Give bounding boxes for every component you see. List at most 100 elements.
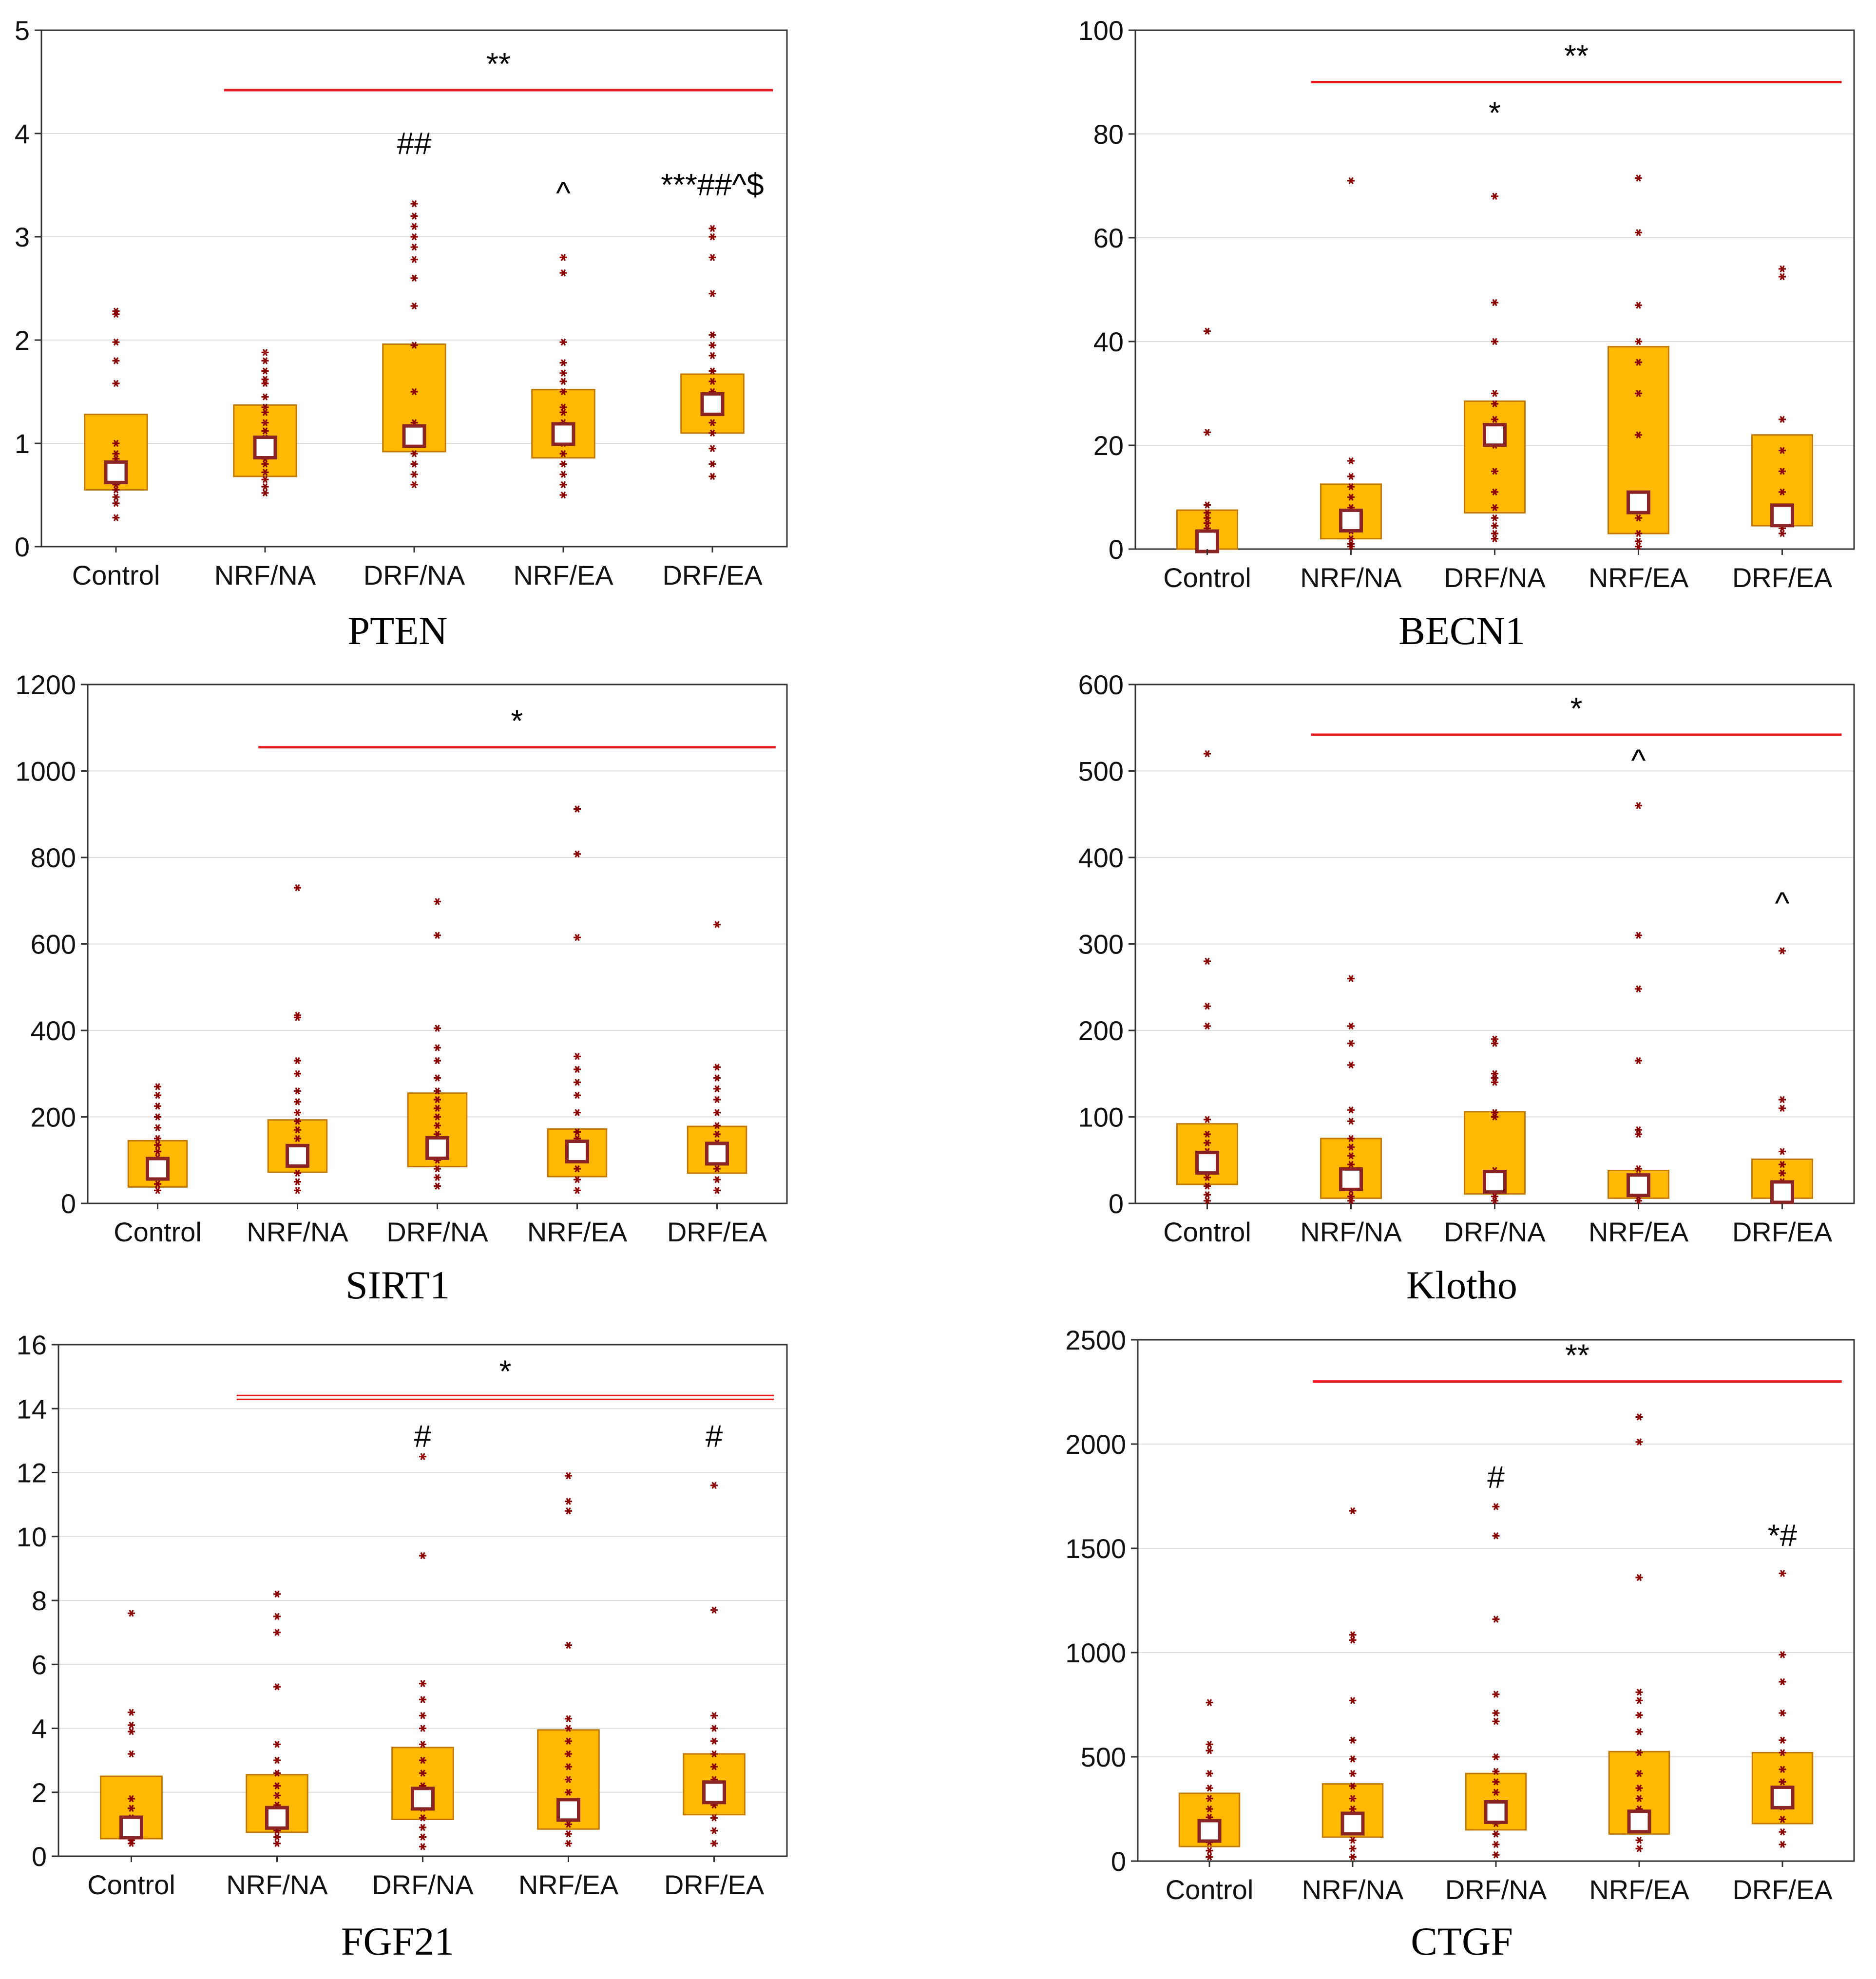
data-point	[1635, 1697, 1643, 1704]
data-point	[1204, 327, 1211, 335]
data-point	[1204, 1022, 1211, 1030]
data-point	[273, 1833, 281, 1841]
data-point	[565, 1830, 572, 1838]
data-point	[1635, 530, 1642, 537]
y-tick-label: 0	[15, 532, 30, 562]
data-point	[708, 233, 716, 241]
group-annotation: #	[1487, 1460, 1505, 1495]
median-marker	[425, 1136, 449, 1160]
data-point	[434, 1025, 441, 1032]
panel-ctgf: 0 500 1000 1500 2000 2500 Control NRF/NA DRF/NA N…	[1065, 1325, 1855, 1963]
data-point	[1347, 483, 1355, 491]
data-point	[1779, 488, 1786, 496]
data-point	[1347, 1022, 1355, 1030]
data-point	[1635, 431, 1642, 438]
data-point	[434, 1057, 441, 1065]
data-point	[1779, 1169, 1786, 1177]
x-tick-label: DRF/NA	[364, 560, 465, 590]
data-point	[1206, 1805, 1213, 1813]
data-point	[261, 469, 269, 476]
median-marker	[402, 424, 426, 448]
y-tick-label: 200	[31, 1102, 76, 1133]
data-point	[273, 1590, 281, 1598]
data-point	[708, 473, 716, 480]
data-point	[1349, 1636, 1357, 1644]
data-point	[713, 921, 721, 928]
data-point	[128, 1795, 135, 1803]
data-point	[434, 1182, 441, 1190]
data-point	[1491, 467, 1498, 475]
data-point	[559, 378, 567, 385]
data-point	[273, 1782, 281, 1789]
data-point	[713, 1085, 721, 1093]
median-marker	[1197, 1819, 1222, 1843]
panel-title: Klotho	[1406, 1263, 1517, 1307]
data-point	[713, 1165, 721, 1173]
data-point	[112, 514, 120, 521]
y-tick-label: 8	[32, 1585, 47, 1616]
y-tick-label: 300	[1078, 929, 1124, 960]
x-tick-label: DRF/EA	[667, 1217, 767, 1247]
data-point	[261, 403, 269, 411]
data-point	[1491, 1035, 1498, 1043]
y-tick-label: 600	[1078, 669, 1124, 700]
data-point	[1491, 522, 1498, 530]
data-point	[1204, 429, 1211, 436]
x-tick-label: DRF/NA	[1444, 1217, 1546, 1247]
data-point	[1779, 1161, 1786, 1168]
y-tick-label: 40	[1093, 326, 1124, 357]
data-point	[154, 1135, 161, 1142]
y-tick-label: 0	[1109, 1188, 1124, 1219]
data-point	[1779, 1651, 1786, 1658]
data-point	[261, 483, 269, 491]
data-point	[1491, 192, 1498, 200]
data-point	[294, 1098, 301, 1105]
panel-title: BECN1	[1398, 609, 1525, 653]
data-point	[1204, 1174, 1211, 1181]
data-point	[434, 932, 441, 939]
x-tick-label: NRF/EA	[527, 1217, 628, 1247]
y-tick-label: 3	[15, 222, 30, 252]
median-marker	[411, 1787, 435, 1811]
y-tick-label: 1000	[1065, 1637, 1126, 1668]
data-point	[1779, 1570, 1786, 1577]
x-tick-label: NRF/EA	[1589, 1217, 1689, 1247]
panel-title: CTGF	[1411, 1919, 1513, 1963]
x-tick-label: NRF/NA	[1302, 1874, 1404, 1905]
data-point	[710, 1606, 718, 1614]
data-point	[565, 1715, 572, 1723]
data-point	[1491, 514, 1498, 522]
median-marker	[265, 1806, 289, 1830]
data-point	[1349, 1770, 1357, 1777]
data-point	[1347, 1106, 1355, 1114]
data-point	[419, 1741, 426, 1748]
data-point	[410, 243, 418, 251]
data-point	[1779, 273, 1786, 281]
data-point	[1347, 1135, 1355, 1142]
median-marker	[146, 1157, 170, 1181]
data-point	[273, 1792, 281, 1799]
data-point	[1779, 416, 1786, 423]
data-point	[419, 1770, 426, 1777]
data-point	[1779, 1816, 1786, 1823]
x-tick-label: NRF/EA	[1589, 562, 1689, 593]
data-point	[419, 1756, 426, 1764]
data-point	[1635, 1749, 1643, 1756]
y-tick-label: 80	[1093, 119, 1124, 150]
panel-title: PTEN	[348, 609, 448, 653]
data-point	[1492, 1532, 1500, 1540]
data-point	[1349, 1755, 1357, 1763]
data-point	[261, 349, 269, 356]
data-point	[1347, 494, 1355, 501]
data-point	[559, 269, 567, 277]
data-point	[128, 1805, 135, 1812]
data-point	[154, 1091, 161, 1099]
data-point	[708, 367, 716, 375]
data-point	[434, 1074, 441, 1082]
data-point	[1635, 1574, 1643, 1581]
data-point	[1347, 1152, 1355, 1160]
x-tick-label: DRF/EA	[1732, 1874, 1833, 1905]
y-tick-label: 0	[1109, 534, 1124, 565]
x-tick-label: NRF/NA	[214, 560, 316, 590]
